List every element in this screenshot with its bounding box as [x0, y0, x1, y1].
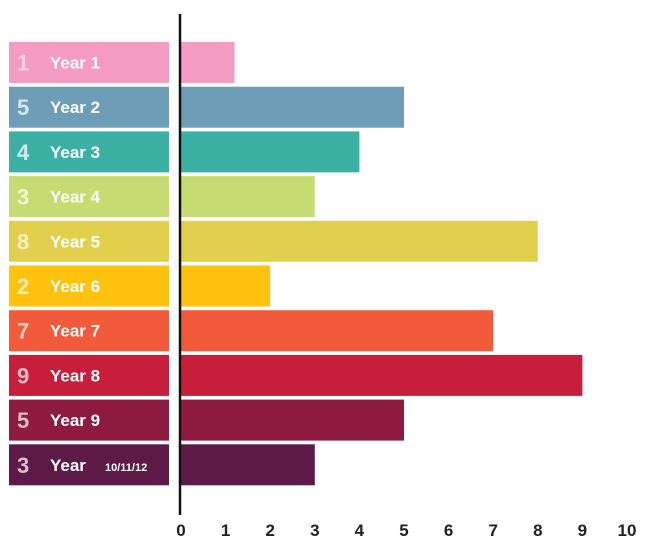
label-box: [9, 265, 169, 307]
rank-label: 3: [17, 453, 29, 478]
x-tick-label: 1: [221, 521, 230, 540]
bar: [181, 444, 315, 486]
rank-label: 5: [17, 95, 29, 120]
category-labels: 1 Year 1 5 Year 2 4 Year 3 3 Year 4 8 Year 5 2 Year…: [9, 42, 169, 486]
bar: [181, 131, 360, 173]
rank-label: 4: [17, 140, 30, 165]
label-box: [9, 444, 169, 486]
label-box: [9, 86, 169, 128]
x-tick-label: 7: [488, 521, 497, 540]
label-box: [9, 399, 169, 441]
rank-label: 1: [17, 51, 29, 76]
category-label: Year 2: [50, 98, 100, 117]
rank-label: 9: [17, 363, 29, 388]
label-box: [9, 131, 169, 173]
category-label: Year 5: [50, 232, 100, 251]
bar: [181, 220, 538, 262]
x-tick-label: 9: [578, 521, 587, 540]
label-box: [9, 310, 169, 352]
bar: [181, 42, 235, 83]
x-tick-label: 5: [399, 521, 408, 540]
bar: [181, 86, 404, 128]
x-tick-label: 6: [444, 521, 453, 540]
bar: [181, 399, 404, 441]
x-tick-label: 4: [355, 521, 365, 540]
bar: [181, 310, 494, 352]
bar: [181, 176, 315, 218]
label-box: [9, 176, 169, 218]
rank-label: 3: [17, 185, 29, 210]
x-tick-label: 0: [176, 521, 185, 540]
rank-label: 2: [17, 274, 29, 299]
rank-label: 5: [17, 408, 29, 433]
category-label: Year: [50, 456, 86, 475]
category-label-suffix: 10/11/12: [105, 462, 147, 474]
label-box: [9, 42, 169, 83]
category-label: Year 3: [50, 143, 100, 162]
category-label: Year 7: [50, 322, 100, 341]
category-label: Year 1: [50, 54, 100, 73]
x-axis-ticks: 0 1 2 3 4 5 6 7 8 9 10: [176, 521, 636, 540]
category-label: Year 6: [50, 277, 100, 296]
category-label: Year 8: [50, 366, 100, 385]
rank-label: 8: [17, 229, 29, 254]
category-label: Year 4: [50, 188, 101, 207]
bars: [181, 42, 583, 486]
category-label: Year 9: [50, 411, 100, 430]
x-tick-label: 2: [265, 521, 274, 540]
bar: [181, 265, 271, 307]
label-box: [9, 354, 169, 396]
x-tick-label: 8: [533, 521, 542, 540]
x-tick-label: 3: [310, 521, 319, 540]
rank-label: 7: [17, 319, 29, 344]
label-box: [9, 220, 169, 262]
bar: [181, 354, 583, 396]
x-tick-label: 10: [618, 521, 637, 540]
